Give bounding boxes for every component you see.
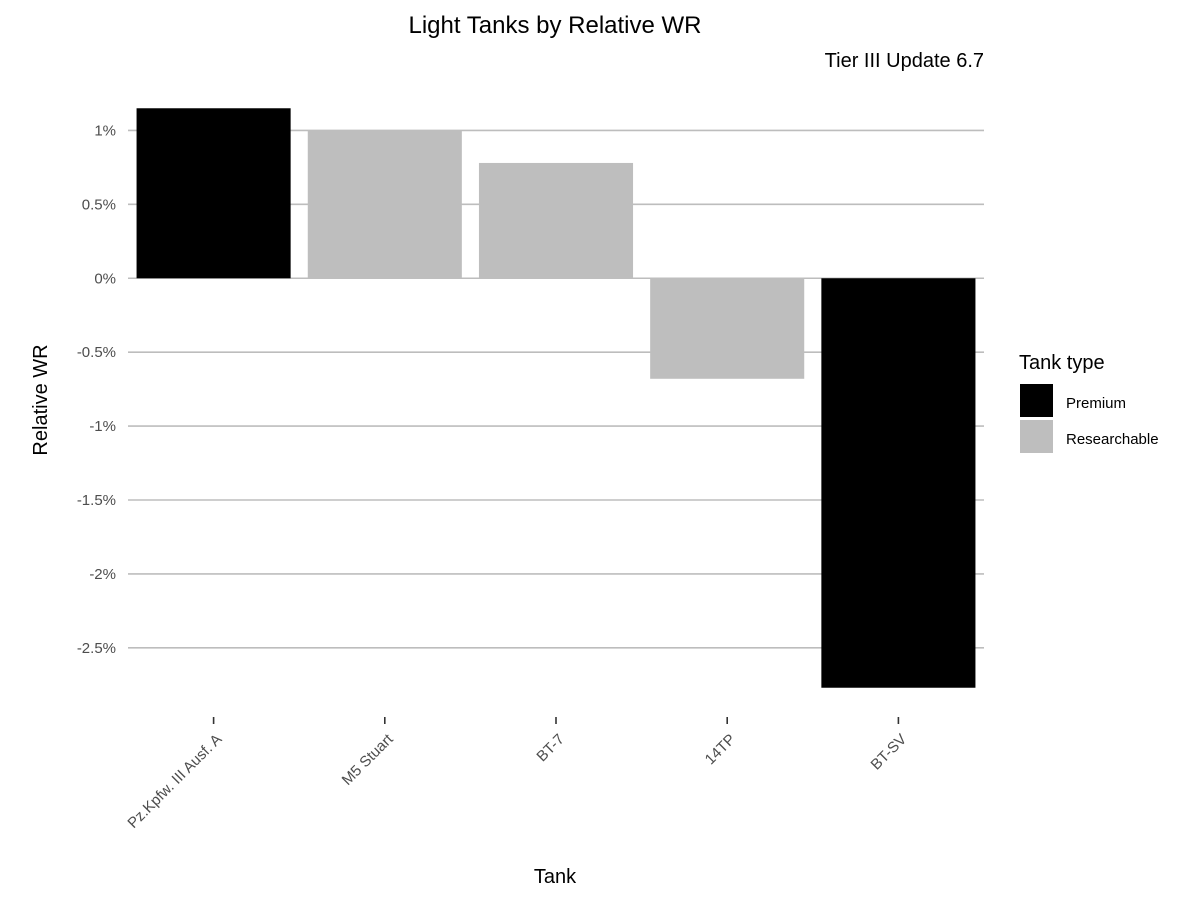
y-tick-label: 0.5%: [82, 196, 116, 213]
bar: [136, 108, 291, 279]
y-tick-label: 0%: [94, 270, 116, 287]
y-tick-label: -1%: [89, 418, 116, 435]
chart-subtitle: Tier III Update 6.7: [825, 50, 984, 72]
legend: Tank type Premium Researchable: [1019, 352, 1159, 453]
y-tick-label: -0.5%: [77, 344, 116, 361]
chart-title: Light Tanks by Relative WR: [408, 12, 701, 39]
x-axis-ticks: Pz.Kpfw. III Ausf. A M5 Stuart BT-7 14TP BT-…: [124, 717, 910, 832]
bars: [136, 108, 976, 688]
y-axis-tick-labels: 1% 0.5% 0% -0.5% -1% -1.5% -2% -2.5%: [77, 122, 116, 656]
legend-swatch-researchable: [1020, 420, 1053, 453]
x-tick-label: M5 Stuart: [339, 730, 398, 789]
y-tick-label: -2%: [89, 566, 116, 583]
x-tick-label: Pz.Kpfw. III Ausf. A: [124, 731, 225, 832]
x-axis-title: Tank: [534, 866, 577, 888]
bar: [307, 130, 462, 279]
y-tick-label: -2.5%: [77, 640, 116, 657]
bar: [650, 278, 805, 379]
bar: [821, 278, 976, 688]
y-tick-label: 1%: [94, 122, 116, 139]
legend-label-researchable: Researchable: [1066, 431, 1159, 448]
x-tick-label: BT-7: [533, 731, 567, 765]
bar: [478, 162, 634, 279]
legend-label-premium: Premium: [1066, 395, 1126, 412]
y-axis-title: Relative WR: [30, 344, 52, 455]
y-tick-label: -1.5%: [77, 492, 116, 509]
legend-title: Tank type: [1019, 352, 1105, 374]
x-tick-label: BT-SV: [868, 731, 911, 774]
x-tick-label: 14TP: [702, 731, 739, 768]
legend-swatch-premium: [1020, 384, 1053, 417]
